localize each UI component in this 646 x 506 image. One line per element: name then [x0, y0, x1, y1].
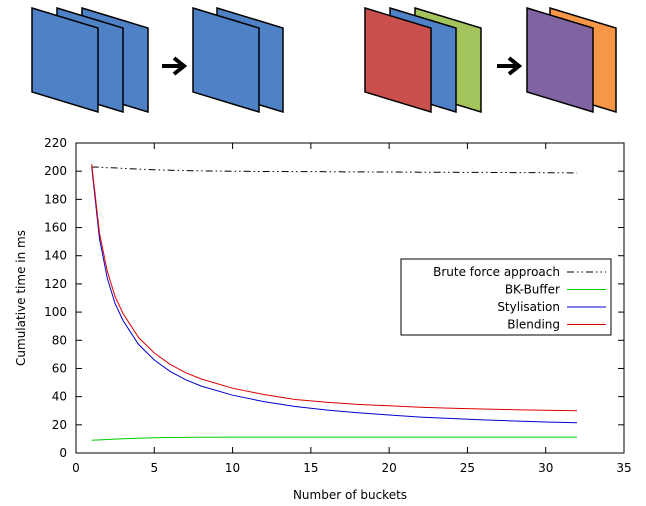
legend-box [400, 258, 612, 336]
series-line-0 [91, 166, 578, 174]
y-tick-label: 160 [44, 221, 67, 235]
y-tick-label: 60 [52, 361, 67, 375]
x-tick-label: 0 [72, 461, 80, 475]
x-tick-label: 15 [303, 461, 318, 475]
y-axis-label: Cumulative time in ms [14, 230, 28, 366]
frame-right-front-red [364, 6, 432, 114]
arrow-left-icon [162, 56, 188, 76]
arrow-right-icon [497, 56, 523, 76]
chart: 0 5 10 15 20 25 30 35 0 20 40 60 80 100 120 140 160 180 20… [14, 136, 632, 502]
x-tick-label: 25 [460, 461, 475, 475]
illustration-right-group [364, 6, 482, 114]
frame-left-result-front [192, 6, 260, 114]
series-line-3 [91, 164, 578, 412]
x-tick-label: 30 [538, 461, 553, 475]
series-line-2 [91, 166, 578, 424]
x-tick-label: 10 [225, 461, 240, 475]
x-tick-label: 5 [150, 461, 158, 475]
y-tick-label: 80 [52, 333, 67, 347]
legend-label-0: Brute force approach [433, 265, 560, 279]
frame-right-result-purple [526, 6, 594, 114]
x-tick-label: 20 [382, 461, 397, 475]
y-tick-label: 200 [44, 164, 67, 178]
y-tick-label: 20 [52, 418, 67, 432]
plot-frame [75, 142, 625, 454]
y-tick-label: 180 [44, 192, 67, 206]
legend-label-1: BK-Buffer [505, 283, 560, 297]
illustration-left-group [31, 6, 149, 114]
legend-label-3: Blending [507, 318, 560, 332]
legend-label-2: Stylisation [497, 300, 560, 314]
series-line-1 [91, 436, 577, 441]
series-group [91, 164, 578, 441]
y-tick-label: 220 [44, 136, 67, 150]
illustration-right-result [526, 6, 617, 114]
tick-group: 0 5 10 15 20 25 30 35 0 20 40 60 80 100 120 140 160 180 20… [44, 136, 632, 475]
frame-left-front [31, 6, 99, 114]
y-tick-label: 40 [52, 390, 67, 404]
illustration-left-result [192, 6, 284, 114]
y-tick-label: 120 [44, 277, 67, 291]
x-axis-label: Number of buckets [293, 488, 407, 502]
y-tick-label: 0 [59, 446, 67, 460]
legend: Brute force approach BK-Buffer Stylisation… [400, 258, 612, 336]
x-tick-label: 35 [616, 461, 631, 475]
y-tick-label: 140 [44, 249, 67, 263]
y-tick-label: 100 [44, 305, 67, 319]
